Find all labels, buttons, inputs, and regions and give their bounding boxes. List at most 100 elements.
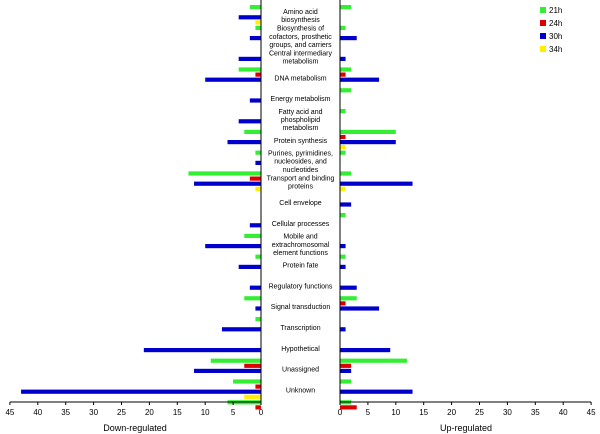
bar-down-21h-3: [238, 67, 261, 72]
x-tick-label-left: 10: [201, 408, 210, 417]
bar-up-30h-11: [340, 244, 346, 249]
bar-up-30h-14: [340, 306, 380, 311]
bar-up-21h-8: [340, 171, 352, 176]
bar-down-30h-8: [194, 181, 261, 186]
bar-down-21h-0: [249, 5, 261, 10]
x-tick-label-right: 30: [503, 408, 512, 417]
legend-swatch-34h: [540, 46, 546, 52]
category-label: Hypothetical: [281, 346, 320, 353]
x-tick-label-left: 35: [61, 408, 70, 417]
x-tick-label-left: 40: [33, 408, 42, 417]
category-label: Regulatory functions: [269, 283, 333, 290]
x-tick-label-right: 20: [447, 408, 456, 417]
x-tick-label-left: 5: [231, 408, 236, 417]
bars-group: [21, 5, 413, 410]
x-axis-label-left: Down-regulated: [103, 423, 167, 433]
category-label: Signal transduction: [271, 304, 331, 311]
bar-up-21h-5: [340, 109, 346, 114]
bar-down-21h-1: [255, 25, 261, 30]
bar-up-30h-18: [340, 389, 413, 394]
x-tick-label-right: 40: [559, 408, 568, 417]
bar-up-21h-14: [340, 296, 357, 301]
category-label: Central intermediary: [269, 51, 333, 58]
bar-down-30h-18: [21, 389, 262, 394]
bar-up-30h-8: [340, 181, 413, 186]
bar-down-30h-13: [249, 285, 261, 290]
bar-down-30h-11: [205, 244, 261, 249]
x-tick-label-right: 15: [419, 408, 428, 417]
bar-down-30h-6: [227, 140, 261, 145]
axes-group: 45 40 35 30 25 20 15 10 5 0 0 5 10 15 20 25 30 35 40 45: [5, 0, 596, 417]
bar-down-30h-3: [205, 77, 261, 82]
bar-up-30h-6: [340, 140, 396, 145]
category-label: Purines, pyrimidines,: [268, 150, 333, 157]
legend-label-30h: 30h: [549, 32, 562, 41]
bar-down-30h-2: [238, 56, 261, 61]
bar-down-30h-5: [238, 119, 261, 124]
category-label: Unknown: [286, 387, 315, 394]
category-label: phospholipid: [281, 117, 320, 124]
bar-down-24h-17: [244, 363, 261, 368]
legend-swatch-24h: [540, 20, 546, 26]
bar-up-21h-7: [340, 150, 346, 155]
bar-up-30h-3: [340, 77, 380, 82]
bar-down-30h-17: [194, 368, 261, 373]
legend-label-21h: 21h: [549, 6, 562, 15]
category-label: Amino acid: [283, 9, 318, 16]
bar-up-30h-16: [340, 348, 391, 353]
bar-up-24h-14: [340, 301, 346, 306]
bar-up-30h-9: [340, 202, 352, 207]
bar-up-30h-15: [340, 327, 346, 332]
category-label: Mobile and: [283, 234, 317, 241]
x-tick-label-left: 0: [259, 408, 264, 417]
bar-down-21h-17: [210, 358, 261, 363]
bar-down-24h-19: [255, 405, 261, 410]
bar-down-34h-0: [255, 20, 261, 25]
bar-up-21h-0: [340, 5, 352, 10]
x-tick-label-right: 0: [338, 408, 343, 417]
category-label: groups, and carriers: [269, 42, 332, 49]
legend-label-24h: 24h: [549, 19, 562, 28]
category-label: Protein fate: [283, 263, 319, 270]
category-label: biosynthesis: [281, 17, 320, 24]
bar-down-24h-18: [255, 384, 261, 389]
bar-down-21h-11: [244, 233, 261, 238]
bar-down-21h-15: [255, 317, 261, 322]
bar-up-34h-6: [340, 145, 346, 150]
x-tick-label-right: 5: [366, 408, 371, 417]
x-tick-label-right: 25: [475, 408, 484, 417]
bar-down-21h-6: [244, 129, 261, 134]
category-label: nucleotides: [283, 167, 319, 174]
x-tick-label-left: 30: [89, 408, 98, 417]
category-label: Transcription: [280, 325, 320, 332]
bar-down-21h-14: [244, 296, 261, 301]
category-label: Cell envelope: [279, 200, 322, 207]
category-label: extrachromosomal: [272, 242, 330, 249]
x-axis-label-right: Up-regulated: [440, 423, 492, 433]
bar-up-24h-6: [340, 134, 346, 140]
bar-down-21h-7: [255, 150, 261, 155]
category-label: Transport and binding: [267, 175, 335, 182]
bar-down-30h-16: [143, 348, 261, 353]
bar-down-24h-3: [255, 72, 261, 77]
bar-down-21h-8: [188, 171, 261, 176]
category-label: Unassigned: [282, 367, 319, 374]
bar-up-21h-10: [340, 213, 346, 218]
bar-up-21h-17: [340, 358, 407, 363]
bar-up-21h-3: [340, 67, 352, 72]
bar-down-34h-8: [255, 186, 261, 191]
bar-down-30h-7: [255, 160, 261, 165]
legend-label-34h: 34h: [549, 45, 562, 54]
category-label: Fatty acid and: [279, 109, 323, 116]
category-label: Cellular processes: [272, 221, 330, 228]
bar-up-21h-18: [340, 379, 352, 384]
bar-up-30h-13: [340, 285, 357, 290]
category-label: Protein synthesis: [274, 138, 328, 145]
x-tick-label-left: 15: [173, 408, 182, 417]
bar-up-30h-17: [340, 368, 352, 373]
bar-down-30h-10: [249, 223, 261, 228]
bar-down-34h-18: [244, 394, 261, 399]
bar-up-21h-4: [340, 88, 352, 93]
